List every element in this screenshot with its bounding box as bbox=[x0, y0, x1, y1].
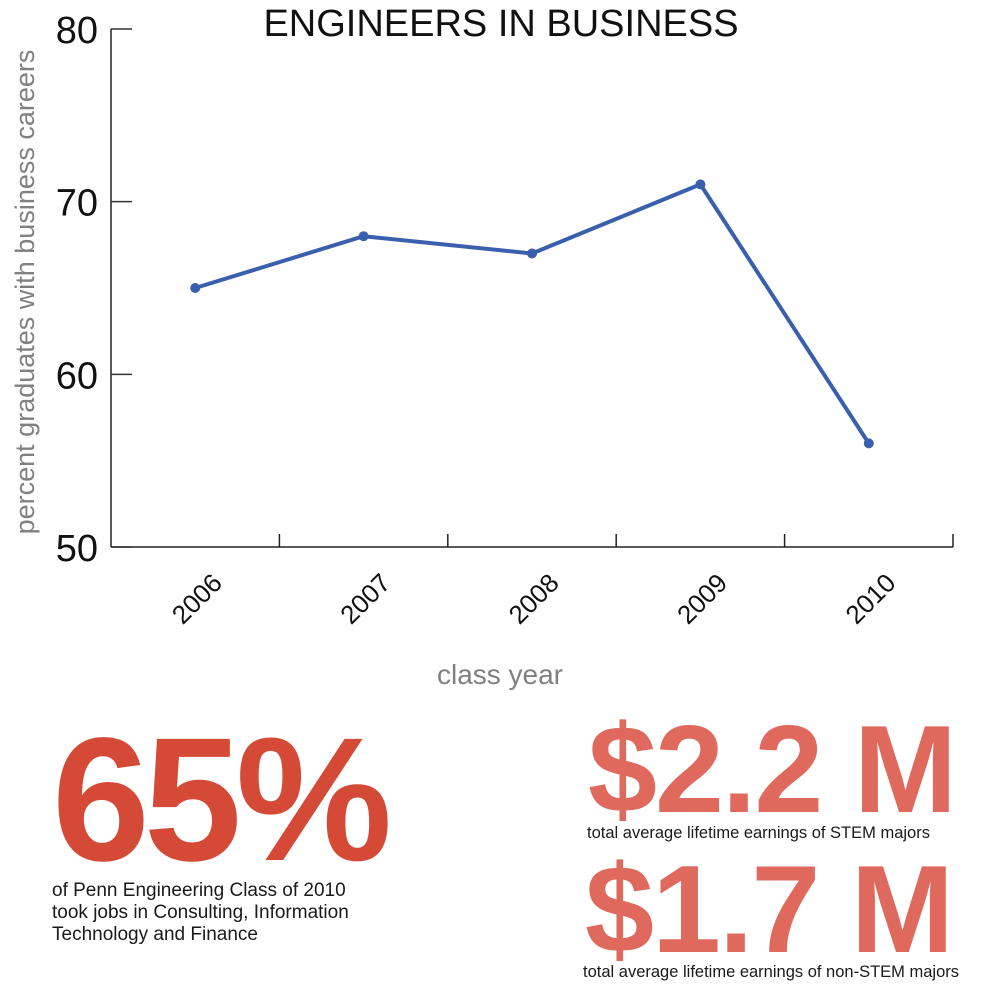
x-axis-label: class year bbox=[437, 659, 563, 690]
headline-caption-line: took jobs in Consulting, Information bbox=[52, 902, 349, 923]
data-point bbox=[863, 438, 874, 449]
non-stem-earnings-value: $1.7 M bbox=[585, 841, 954, 979]
x-ticks: 2006 2007 2008 2009 2010 bbox=[166, 534, 954, 630]
x-tick-label: 2007 bbox=[334, 568, 396, 630]
series bbox=[190, 179, 874, 449]
headline-caption-line: Technology and Finance bbox=[52, 924, 258, 945]
data-point bbox=[695, 179, 706, 190]
x-tick-label: 2010 bbox=[839, 568, 901, 630]
data-point bbox=[358, 231, 369, 242]
y-tick-label: 50 bbox=[56, 528, 98, 570]
non-stem-earnings-caption: total average lifetime earnings of non-S… bbox=[583, 963, 960, 981]
headline-caption: of Penn Engineering Class of 2010 took j… bbox=[52, 880, 392, 946]
x-tick-label: 2009 bbox=[671, 568, 733, 630]
series-line bbox=[193, 182, 871, 446]
x-tick-label: 2008 bbox=[503, 568, 565, 630]
y-tick-label: 70 bbox=[56, 183, 98, 225]
x-tick-label: 2006 bbox=[166, 568, 228, 630]
y-ticks: 50 60 70 80 bbox=[56, 10, 132, 570]
y-tick-label: 80 bbox=[56, 10, 98, 52]
headline-percent: 65% bbox=[52, 702, 392, 898]
stem-earnings-caption: total average lifetime earnings of STEM … bbox=[587, 824, 930, 842]
data-point bbox=[190, 283, 201, 293]
y-axis-label: percent graduates with business careers bbox=[10, 50, 40, 535]
chart-title: ENGINEERS IN BUSINESS bbox=[263, 3, 738, 45]
headline-caption-line: of Penn Engineering Class of 2010 bbox=[52, 880, 346, 901]
line-chart: ENGINEERS IN BUSINESS percent graduates … bbox=[10, 3, 954, 690]
axes bbox=[110, 29, 953, 548]
data-point bbox=[527, 248, 537, 259]
stem-earnings-value: $2.2 M bbox=[588, 701, 957, 839]
y-tick-label: 60 bbox=[56, 355, 98, 397]
